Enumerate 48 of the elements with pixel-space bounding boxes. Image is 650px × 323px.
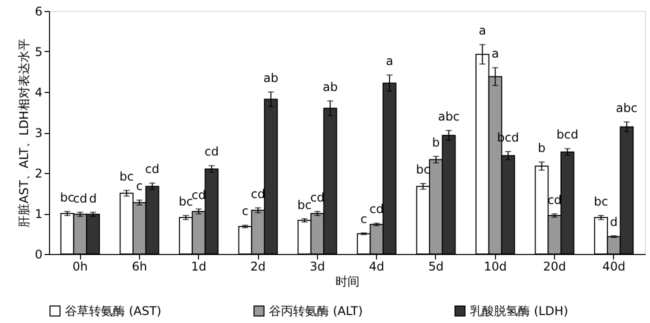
data-label: bc bbox=[297, 198, 312, 212]
y-tick-label: 5 bbox=[34, 45, 42, 59]
legend-label: 乳酸脱氢酶 (LDH) bbox=[470, 304, 568, 318]
data-label: cd bbox=[73, 191, 88, 206]
data-label: bc bbox=[60, 190, 74, 204]
data-label: bc bbox=[178, 194, 193, 209]
data-label: ab bbox=[263, 71, 278, 85]
x-tick-label: 4d bbox=[369, 260, 384, 274]
y-tick-label: 0 bbox=[34, 248, 42, 262]
data-label: bc bbox=[119, 169, 134, 184]
x-tick-label: 40d bbox=[602, 260, 626, 274]
x-tick-label: 0h bbox=[72, 260, 88, 274]
y-tick-label: 4 bbox=[34, 86, 42, 100]
legend-label: 谷丙转氨酶 (ALT) bbox=[269, 304, 363, 318]
data-label: abc bbox=[616, 100, 638, 115]
data-label: c bbox=[242, 204, 248, 218]
data-label: d bbox=[610, 214, 618, 229]
y-tick-label: 3 bbox=[34, 126, 42, 140]
data-label: d bbox=[89, 191, 97, 206]
x-tick-label: 10d bbox=[484, 260, 507, 274]
y-tick-label: 2 bbox=[34, 166, 42, 180]
x-tick-label: 1d bbox=[191, 260, 206, 274]
x-tick-label: 6h bbox=[132, 260, 148, 274]
data-label: cd bbox=[547, 192, 562, 207]
y-tick-label: 1 bbox=[34, 207, 42, 221]
data-label: cd bbox=[145, 162, 160, 176]
data-label: cd bbox=[204, 144, 219, 159]
data-label: c bbox=[360, 212, 368, 226]
data-label: bc bbox=[594, 194, 608, 209]
data-label: cd bbox=[310, 190, 324, 204]
data-label: a bbox=[478, 24, 486, 38]
data-label: b bbox=[538, 141, 546, 156]
x-tick-label: 3d bbox=[310, 260, 325, 274]
legend-label: 谷草转氨酶 (AST) bbox=[65, 304, 162, 318]
y-tick-label: 6 bbox=[34, 4, 42, 18]
data-label: a bbox=[386, 54, 394, 68]
data-label: c bbox=[136, 179, 143, 194]
x-tick-label: 2d bbox=[250, 260, 266, 274]
x-tick-label: 20d bbox=[543, 260, 566, 274]
data-label: abc bbox=[438, 109, 460, 124]
data-label: b bbox=[432, 135, 440, 150]
data-label: a bbox=[492, 46, 499, 61]
data-label: bcd bbox=[556, 128, 578, 142]
data-label: cd bbox=[250, 186, 266, 201]
x-axis-title: 时间 bbox=[336, 274, 360, 288]
data-label: ab bbox=[322, 80, 338, 94]
y-axis-title: 肝脏AST、ALT、LDH相对表达水平 bbox=[16, 38, 31, 228]
x-tick-label: 5d bbox=[428, 260, 444, 274]
